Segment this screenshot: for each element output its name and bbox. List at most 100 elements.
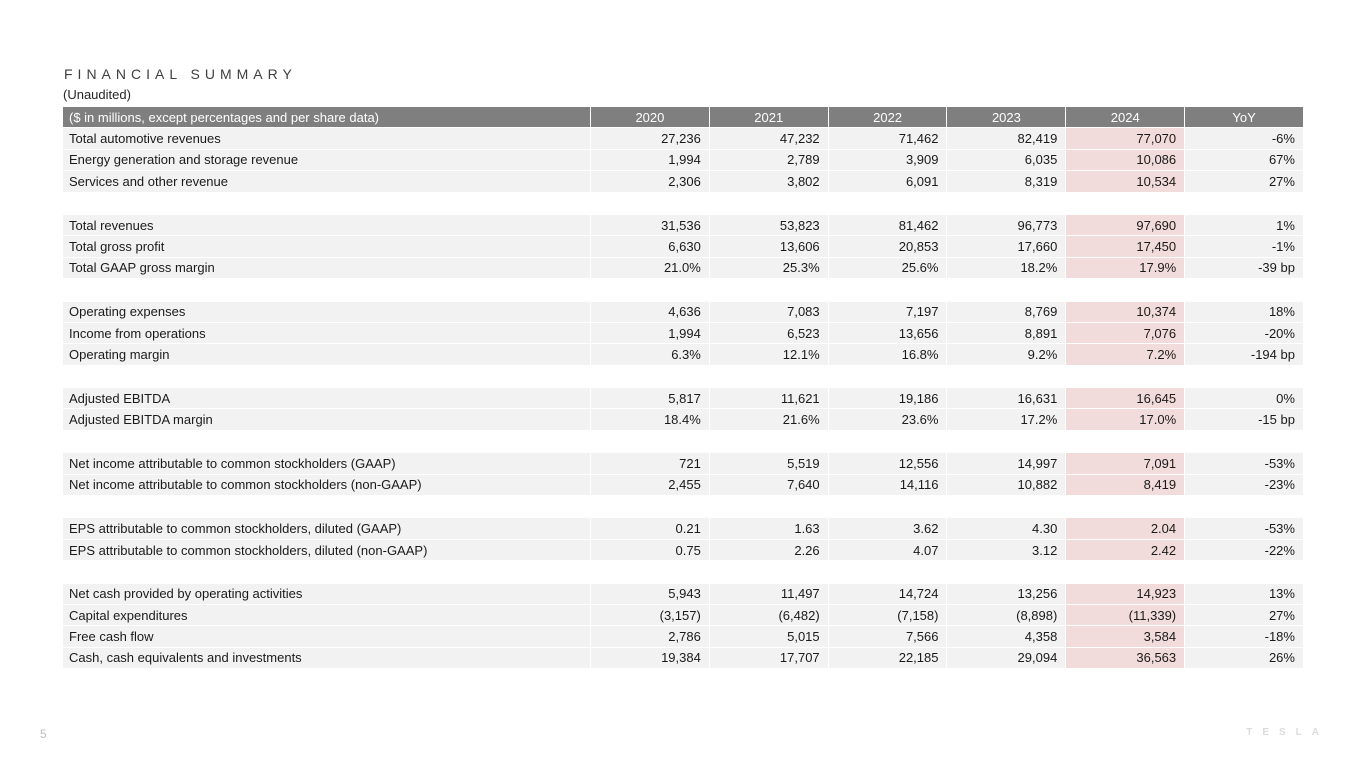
cell-value: -15 bp bbox=[1184, 409, 1303, 430]
cell-value: 1,994 bbox=[590, 322, 709, 344]
cell-value: 19,186 bbox=[827, 388, 947, 409]
cell-value: -23% bbox=[1184, 474, 1303, 496]
cell-2024-highlighted: 10,374 bbox=[1065, 301, 1185, 322]
cell-value: 21.6% bbox=[708, 409, 828, 430]
cell-value: 18% bbox=[1184, 301, 1303, 322]
cell-value: -6% bbox=[1184, 128, 1303, 149]
spacer-row bbox=[63, 279, 1303, 302]
cell-value: 7,197 bbox=[827, 301, 947, 322]
row-label: Capital expenditures bbox=[69, 607, 188, 623]
row-label: Operating expenses bbox=[69, 304, 186, 320]
cell-2024-highlighted: 97,690 bbox=[1065, 214, 1185, 236]
row-label: Net cash provided by operating activitie… bbox=[69, 586, 303, 602]
cell-value: 18.2% bbox=[946, 257, 1065, 279]
cell-value: 82,419 bbox=[946, 128, 1065, 149]
cell-value: 721 bbox=[590, 453, 709, 474]
cell-value: 0.21 bbox=[590, 518, 709, 539]
cell-value: 11,621 bbox=[708, 388, 828, 409]
cell-value: 3.62 bbox=[827, 518, 947, 539]
cell-2024-highlighted: 10,534 bbox=[1065, 171, 1185, 192]
cell-value: 14,997 bbox=[946, 453, 1065, 474]
cell-value: 21.0% bbox=[590, 257, 709, 279]
cell-value: 47,232 bbox=[708, 128, 828, 149]
cell-value: 2,786 bbox=[590, 626, 709, 647]
cell-value: 13,606 bbox=[708, 236, 828, 257]
row-label: Income from operations bbox=[69, 325, 206, 341]
cell-value: 5,943 bbox=[590, 583, 709, 604]
cell-value: 0.75 bbox=[590, 539, 709, 561]
cell-2024-highlighted: (11,339) bbox=[1065, 604, 1185, 626]
cell-value: 8,891 bbox=[946, 322, 1065, 344]
cell-value: 3,802 bbox=[708, 171, 828, 192]
row-label: Adjusted EBITDA margin bbox=[69, 412, 213, 428]
cell-2024-highlighted: 16,645 bbox=[1065, 388, 1185, 409]
table-row: Net income attributable to common stockh… bbox=[63, 474, 1303, 497]
table-header-col: 2021 bbox=[708, 107, 828, 128]
spacer-row bbox=[63, 192, 1303, 215]
table-header-col: YoY bbox=[1184, 107, 1303, 128]
cell-value: 11,497 bbox=[708, 583, 828, 604]
cell-value: 8,319 bbox=[946, 171, 1065, 192]
cell-value: 2.26 bbox=[708, 539, 828, 561]
tesla-logo: TESLA bbox=[1246, 727, 1329, 738]
row-label: Total automotive revenues bbox=[69, 131, 221, 147]
table-row: Operating expenses 4,636 7,083 7,197 8,769 10… bbox=[63, 301, 1303, 323]
cell-value: 2,306 bbox=[590, 171, 709, 192]
row-label: Free cash flow bbox=[69, 629, 154, 645]
cell-value: 2,455 bbox=[590, 474, 709, 496]
cell-value: 13,656 bbox=[827, 322, 947, 344]
cell-value: 6.3% bbox=[590, 344, 709, 365]
table-row: Total gross profit 6,630 13,606 20,853 17,66… bbox=[63, 236, 1303, 258]
table-row: Income from operations 1,994 6,523 13,656 8,… bbox=[63, 322, 1303, 345]
cell-value: 12.1% bbox=[708, 344, 828, 365]
cell-2024-highlighted: 2.04 bbox=[1065, 518, 1185, 539]
cell-2024-highlighted: 2.42 bbox=[1065, 539, 1185, 561]
row-label: Total gross profit bbox=[69, 239, 165, 255]
cell-value: 6,091 bbox=[827, 171, 947, 192]
cell-value: 6,035 bbox=[946, 149, 1065, 171]
cell-value: -22% bbox=[1184, 539, 1303, 561]
table-row: EPS attributable to common stockholders,… bbox=[63, 539, 1303, 562]
cell-value: 1,994 bbox=[590, 149, 709, 171]
cell-value: 67% bbox=[1184, 149, 1303, 171]
cell-value: 14,724 bbox=[827, 583, 947, 604]
cell-value: 27% bbox=[1184, 604, 1303, 626]
table-header-label: ($ in millions, except percentages and p… bbox=[69, 109, 380, 125]
table-row: Total GAAP gross margin 21.0% 25.3% 25.6% 18… bbox=[63, 257, 1303, 280]
cell-value: -53% bbox=[1184, 518, 1303, 539]
cell-value: -194 bp bbox=[1184, 344, 1303, 365]
table-row: Energy generation and storage revenue 1,9… bbox=[63, 149, 1303, 172]
cell-value: 0% bbox=[1184, 388, 1303, 409]
table-row: Adjusted EBITDA margin 18.4% 21.6% 23.6% 17.… bbox=[63, 409, 1303, 431]
cell-2024-highlighted: 7,076 bbox=[1065, 322, 1185, 344]
cell-value: -20% bbox=[1184, 322, 1303, 344]
table-header-col: 2022 bbox=[827, 107, 947, 128]
cell-value: 31,536 bbox=[590, 214, 709, 236]
cell-value: 17.2% bbox=[946, 409, 1065, 430]
cell-value: 4.07 bbox=[827, 539, 947, 561]
page-subtitle: (Unaudited) bbox=[63, 87, 131, 102]
cell-value: 13% bbox=[1184, 583, 1303, 604]
row-label: Total revenues bbox=[69, 217, 154, 233]
row-label: EPS attributable to common stockholders,… bbox=[69, 542, 428, 558]
cell-2024-highlighted: 17,450 bbox=[1065, 236, 1185, 257]
cell-value: 1.63 bbox=[708, 518, 828, 539]
table-header-row: ($ in millions, except percentages and p… bbox=[63, 107, 1303, 129]
cell-value: (6,482) bbox=[708, 604, 828, 626]
financial-summary-table: ($ in millions, except percentages and p… bbox=[63, 107, 1303, 670]
cell-value: 9.2% bbox=[946, 344, 1065, 365]
cell-value: 2,789 bbox=[708, 149, 828, 171]
cell-value: -39 bp bbox=[1184, 257, 1303, 279]
cell-value: (7,158) bbox=[827, 604, 947, 626]
page-title: FINANCIAL SUMMARY bbox=[64, 66, 297, 82]
page-number: 5 bbox=[40, 727, 47, 741]
cell-value: 8,769 bbox=[946, 301, 1065, 322]
table-row: Cash, cash equivalents and investments 19… bbox=[63, 647, 1303, 670]
table-row: Services and other revenue 2,306 3,802 6,09… bbox=[63, 171, 1303, 193]
cell-value: 16.8% bbox=[827, 344, 947, 365]
table-row: Net income attributable to common stockh… bbox=[63, 453, 1303, 475]
cell-value: 29,094 bbox=[946, 647, 1065, 669]
cell-value: 27% bbox=[1184, 171, 1303, 192]
cell-2024-highlighted: 8,419 bbox=[1065, 474, 1185, 496]
